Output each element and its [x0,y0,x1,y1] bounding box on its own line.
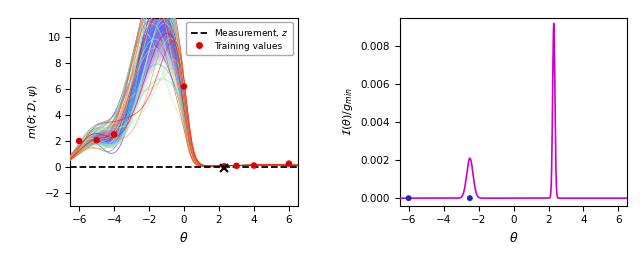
Point [249,164,259,168]
Point [74,139,84,143]
Point [231,164,241,168]
Point [284,162,294,166]
Point [404,196,414,200]
Point [465,196,475,200]
Legend: Measurement, $z$, Training values: Measurement, $z$, Training values [186,22,293,55]
X-axis label: $\theta$: $\theta$ [509,231,518,245]
Point [92,138,102,142]
Point [219,164,229,168]
X-axis label: $\theta$: $\theta$ [179,231,189,245]
Point [109,132,119,136]
Point [179,84,189,88]
Y-axis label: $\mathcal{I}(\theta)/g_{min}$: $\mathcal{I}(\theta)/g_{min}$ [341,87,355,136]
Y-axis label: $m(\theta; \mathcal{D}, \psi)$: $m(\theta; \mathcal{D}, \psi)$ [26,84,40,139]
